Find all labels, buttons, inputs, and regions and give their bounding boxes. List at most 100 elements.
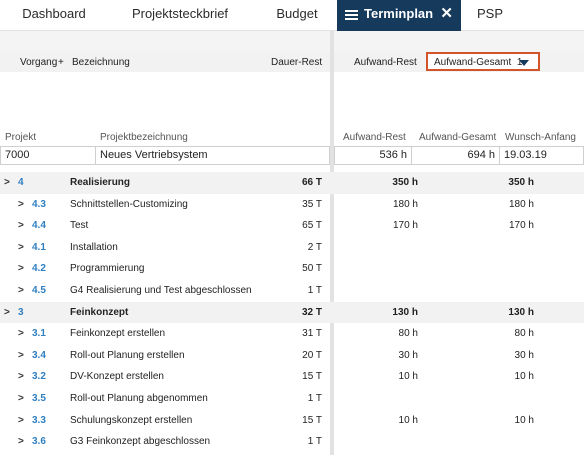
tab-dashboard[interactable]: Dashboard	[6, 0, 102, 31]
task-aufwand-rest: 10 h	[398, 414, 418, 426]
task-name: Test	[70, 220, 89, 232]
add-icon[interactable]: +	[58, 57, 64, 68]
task-aufwand-gesamt: 10 h	[514, 414, 534, 426]
close-icon[interactable]: ✕	[440, 5, 453, 22]
aufwand-gesamt-col-header: Aufwand-Gesamt	[419, 132, 497, 143]
task-aufwand-rest: 80 h	[398, 328, 418, 340]
menu-icon[interactable]	[345, 10, 358, 20]
task-duration: 35 T	[302, 198, 322, 210]
task-row[interactable]: >3.3 Schulungskonzept erstellen 15 T 10 h 10…	[0, 410, 584, 432]
task-aufwand-rest: 130 h	[392, 306, 418, 318]
task-code: 4.5	[32, 284, 46, 296]
task-row[interactable]: >3.2 DV-Konzept erstellen 15 T 10 h 10 h	[0, 366, 584, 388]
task-name: Schulungskonzept erstellen	[70, 414, 193, 426]
task-row[interactable]: >4.5 G4 Realisierung und Test abgeschloss…	[0, 280, 584, 302]
chevron-right-icon[interactable]: >	[18, 392, 24, 404]
task-duration: 50 T	[302, 263, 322, 275]
chevron-right-icon[interactable]: >	[4, 306, 10, 318]
task-aufwand-gesamt: 30 h	[514, 349, 534, 361]
task-name: G3 Feinkonzept abgeschlossen	[70, 436, 211, 448]
chevron-right-icon[interactable]: >	[18, 220, 24, 232]
task-duration: 15 T	[302, 371, 322, 383]
chevron-right-icon[interactable]: >	[18, 328, 24, 340]
bezeichnung-header[interactable]: Bezeichnung	[72, 57, 130, 68]
task-name: Roll-out Planung erstellen	[70, 349, 185, 361]
task-aufwand-gesamt: 130 h	[508, 306, 534, 318]
chevron-right-icon[interactable]: >	[18, 414, 24, 426]
pane-splitter[interactable]	[330, 31, 334, 455]
select-value: Aufwand-Gesamt 1	[434, 57, 523, 68]
chevron-right-icon[interactable]: >	[18, 436, 24, 448]
aufwand-rest-col-header: Aufwand-Rest	[343, 132, 406, 143]
task-name: Feinkonzept	[70, 306, 129, 318]
tab-projektsteckbrief[interactable]: Projektsteckbrief	[120, 0, 240, 31]
chevron-right-icon[interactable]: >	[18, 198, 24, 210]
task-row[interactable]: >4.2 Programmierung 50 T	[0, 258, 584, 280]
task-name: Roll-out Planung abgenommen	[70, 392, 208, 404]
project-id-field[interactable]: 7000	[0, 146, 96, 165]
projekt-header: Projekt	[5, 132, 37, 143]
task-aufwand-rest: 180 h	[392, 198, 418, 210]
project-aufwand-gesamt-field[interactable]: 694 h	[411, 146, 500, 165]
task-row[interactable]: >3.4 Roll-out Planung erstellen 20 T 30 h 30…	[0, 345, 584, 367]
project-name-field[interactable]: Neues Vertriebsystem	[95, 146, 330, 165]
vorgang-header[interactable]: Vorgang	[20, 57, 58, 68]
task-duration: 32 T	[301, 306, 322, 318]
task-code: 4.4	[32, 220, 46, 232]
project-wunsch-anfang-field[interactable]: 19.03.19	[499, 146, 584, 165]
chevron-right-icon[interactable]: >	[18, 263, 24, 275]
task-row[interactable]: >3.6 G3 Feinkonzept abgeschlossen 1 T	[0, 431, 584, 453]
task-row[interactable]: >3 Feinkonzept 32 T 130 h 130 h	[0, 301, 584, 324]
chevron-right-icon[interactable]: >	[18, 241, 24, 253]
task-aufwand-gesamt: 350 h	[508, 177, 534, 188]
tab-psp[interactable]: PSP	[468, 0, 512, 31]
task-aufwand-rest: 10 h	[398, 371, 418, 383]
project-row: 7000 Neues Vertriebsystem 536 h 694 h 19…	[0, 146, 584, 165]
task-code: 3.5	[32, 392, 46, 404]
tab-bar: Dashboard Projektsteckbrief Budget Termi…	[0, 0, 584, 31]
task-row[interactable]: >3.5 Roll-out Planung abgenommen 1 T	[0, 388, 584, 410]
tab-label: Budget	[276, 6, 318, 21]
chevron-right-icon[interactable]: >	[18, 349, 24, 361]
task-list: >4 Realisierung 66 T 350 h 350 h >4.3 Schnitts…	[0, 172, 584, 453]
task-aufwand-rest: 30 h	[398, 349, 418, 361]
task-code: 3.6	[32, 436, 46, 448]
chevron-right-icon[interactable]: >	[18, 284, 24, 296]
task-name: Installation	[70, 241, 118, 253]
dauer-rest-header[interactable]: Dauer-Rest	[271, 57, 323, 68]
tab-label: Dashboard	[22, 6, 86, 21]
task-code: 4	[18, 177, 24, 188]
task-aufwand-gesamt: 80 h	[514, 328, 534, 340]
task-aufwand-gesamt: 180 h	[508, 198, 534, 210]
task-aufwand-gesamt: 10 h	[514, 371, 534, 383]
task-name: Programmierung	[70, 263, 145, 275]
task-duration: 1 T	[307, 436, 322, 448]
task-code: 3.4	[32, 349, 46, 361]
wunsch-anfang-col-header: Wunsch-Anfang	[505, 132, 576, 143]
task-row[interactable]: >4.3 Schnittstellen-Customizing 35 T 180 h 1…	[0, 194, 584, 216]
task-name: DV-Konzept erstellen	[70, 371, 164, 383]
task-row[interactable]: >3.1 Feinkonzept erstellen 31 T 80 h 80 h	[0, 323, 584, 345]
project-aufwand-rest-field[interactable]: 536 h	[334, 146, 412, 165]
task-duration: 31 T	[302, 328, 322, 340]
task-row[interactable]: >4.1 Installation 2 T	[0, 237, 584, 259]
task-code: 3	[18, 306, 24, 318]
tab-terminplan[interactable]: Terminplan ✕	[337, 0, 461, 31]
task-row[interactable]: >4 Realisierung 66 T 350 h 350 h	[0, 172, 584, 194]
chevron-right-icon[interactable]: >	[18, 371, 24, 383]
task-duration: 1 T	[307, 392, 322, 404]
column-select[interactable]: Aufwand-Gesamt 1	[426, 52, 540, 71]
task-name: Schnittstellen-Customizing	[70, 198, 188, 210]
task-aufwand-gesamt: 170 h	[508, 220, 534, 232]
task-aufwand-rest: 170 h	[392, 220, 418, 232]
task-code: 3.3	[32, 414, 46, 426]
task-row[interactable]: >4.4 Test 65 T 170 h 170 h	[0, 215, 584, 237]
task-code: 3.2	[32, 371, 46, 383]
caret-down-icon	[519, 60, 529, 66]
toolbar-strip	[0, 31, 584, 53]
task-code: 4.2	[32, 263, 46, 275]
aufwand-rest-header[interactable]: Aufwand-Rest	[354, 57, 417, 68]
chevron-right-icon[interactable]: >	[4, 177, 10, 188]
task-code: 3.1	[32, 328, 46, 340]
tab-budget[interactable]: Budget	[264, 0, 330, 31]
